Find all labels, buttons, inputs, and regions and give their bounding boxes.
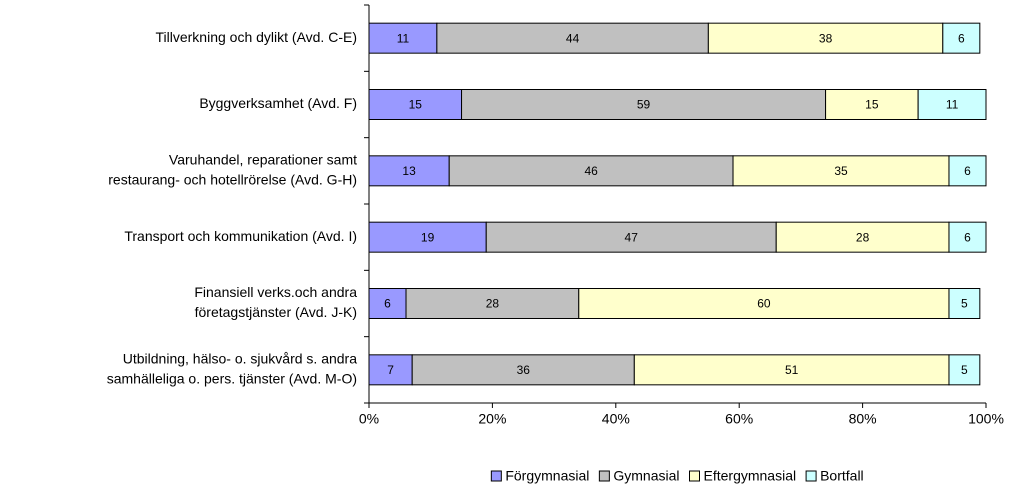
data-label: 7 [387,363,394,377]
data-label: 6 [958,31,965,45]
bar-segment [368,155,450,187]
data-label: 51 [785,363,799,377]
data-label: 47 [625,230,639,244]
data-label: 6 [964,230,971,244]
bar-segment [948,221,987,253]
data-label: 15 [409,98,423,112]
bar-segment [368,288,407,319]
category-label: restaurang- och hotellrörelse (Avd. G-H) [108,172,357,188]
data-label: 60 [757,297,771,311]
x-tick-label: 20% [478,411,506,427]
data-label: 5 [961,297,968,311]
data-label: 11 [397,31,410,45]
bar-segment [578,288,950,319]
legend-swatch [805,470,817,482]
bar-segment [917,89,987,120]
legend-label: Gymnasial [613,468,679,484]
category-label: samhälleliga o. pers. tjänster (Avd. M-O… [107,371,357,387]
legend-swatch [689,470,700,482]
legend-label: Bortfall [820,468,864,484]
category-label: företagstjänster (Avd. J-K) [195,304,357,320]
data-label: 59 [637,98,651,112]
category-label: Tillverkning och dylikt (Avd. C-E) [155,29,357,45]
data-label: 46 [584,164,598,178]
category-label: Transport och kommunikation (Avd. I) [124,228,357,244]
legend-label: Förgymnasial [505,468,589,484]
category-label: Byggverksamhet (Avd. F) [199,95,357,111]
bar-segment [948,288,981,319]
bar-segment [485,221,777,253]
bar-segment [368,221,487,253]
bar-segment [405,288,580,319]
data-label: 6 [384,297,391,311]
bar-segment [775,221,950,253]
bar-segment [368,354,413,386]
x-tick-label: 60% [725,411,753,427]
bar-segment [732,155,950,187]
data-label: 5 [961,363,968,377]
data-label: 11 [946,98,959,112]
x-tick-label: 0% [359,411,379,427]
data-label: 13 [402,164,416,178]
bar-segment [368,22,438,54]
x-tick-label: 80% [849,411,877,427]
bar-segment [825,89,919,120]
legend-swatch [490,470,502,482]
legend-swatch [598,470,610,482]
data-label: 38 [819,31,833,45]
bar-segment [948,354,981,386]
bar-segment [633,354,950,386]
category-label: Utbildning, hälso- o. sjukvård s. andra [123,351,357,367]
bar-segment [707,22,944,54]
bar-segment [461,89,827,120]
bar-segment [368,89,463,120]
x-tick-label: 100% [968,411,1004,427]
data-label: 19 [421,230,435,244]
data-label: 28 [486,297,500,311]
x-tick-label: 40% [602,411,630,427]
data-label: 35 [834,164,848,178]
bar-segment [942,22,981,54]
data-label: 44 [566,31,580,45]
category-label: Finansiell verks.och andra [194,284,357,300]
data-label: 15 [865,98,879,112]
category-label: Varuhandel, reparationer samt [169,152,357,168]
data-label: 28 [856,230,870,244]
data-label: 6 [964,164,971,178]
data-label: 36 [517,363,531,377]
legend-label: Eftergymnasial [704,468,797,484]
bar-segment [948,155,987,187]
